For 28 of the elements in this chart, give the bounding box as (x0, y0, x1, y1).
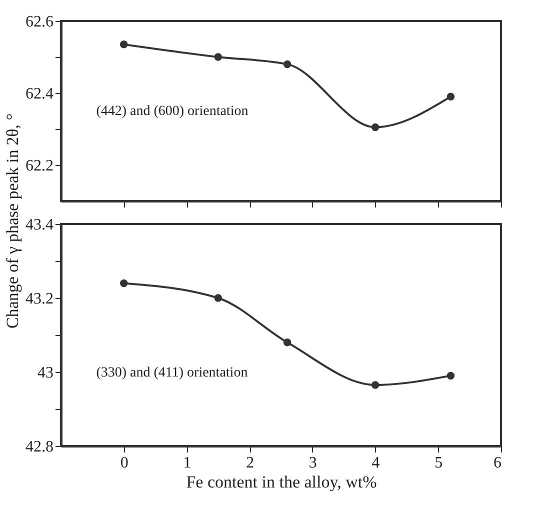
x-tick-label: 2 (246, 454, 254, 472)
point (120, 40, 128, 48)
y-tick-label: 43 (38, 364, 54, 382)
point (371, 123, 380, 132)
x-tick-label: 5 (434, 454, 443, 472)
point (283, 338, 292, 346)
point (214, 53, 222, 61)
y-tick-label: 62.2 (26, 158, 54, 174)
point (446, 92, 455, 100)
y-tick-label: 42.8 (26, 438, 54, 456)
point (120, 279, 128, 288)
x-tick-label: 3 (308, 454, 317, 472)
x-tick-label: 0 (120, 454, 128, 472)
y-tick-label: 62.6 (26, 14, 54, 30)
annotation: (330) and (411) orientation (96, 366, 248, 381)
x-tick-label: 6 (494, 454, 502, 472)
x-tick-label: 4 (372, 454, 380, 472)
point (446, 372, 455, 380)
y-tick-label: 62.4 (26, 86, 54, 102)
point (283, 60, 292, 68)
point (371, 381, 380, 389)
x-tick-label: 1 (183, 454, 192, 472)
point (214, 294, 222, 302)
y-tick-label: 43.2 (26, 290, 54, 308)
y-axis-title: Change of γ phase peak in 2θ, ° (3, 113, 22, 329)
annotation: (442) and (600) orientation (96, 104, 248, 119)
x-axis-title: Fe content in the alloy, wt% (186, 472, 377, 492)
y-tick-label: 43.4 (26, 216, 54, 234)
